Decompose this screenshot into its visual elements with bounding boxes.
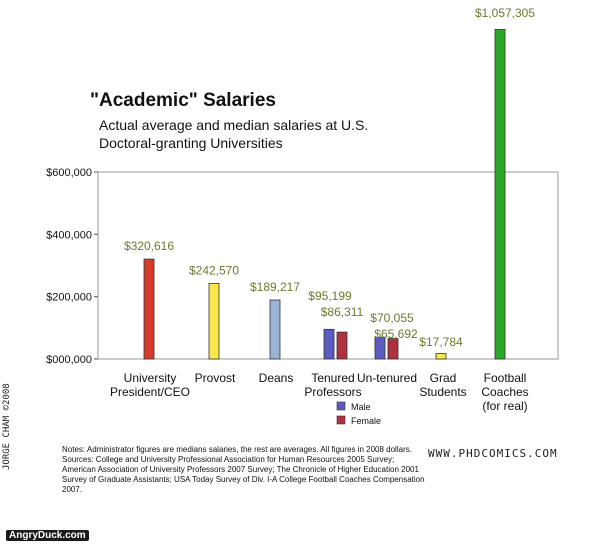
bar-value-label: $95,199 [308, 289, 352, 303]
bar [374, 336, 386, 360]
category-label-line: Football [484, 371, 527, 385]
source-notes: Notes: Administrator figures are medians… [62, 445, 425, 494]
category-label: Grad Students [419, 371, 466, 399]
bar [143, 258, 155, 360]
category-label-line: Grad [430, 371, 457, 385]
category-label: Tenured Professors [304, 371, 361, 399]
category-label: Deans [259, 371, 294, 385]
legend-label: Female [351, 416, 381, 426]
y-tick-label: $600,000 [46, 167, 92, 179]
bar [494, 29, 506, 360]
bar [208, 282, 220, 360]
category-label-line: Professors [304, 385, 361, 399]
legend-swatch [336, 401, 346, 411]
bar [336, 331, 348, 360]
y-tick-label: $400,000 [46, 229, 92, 241]
chart-subtitle-line-1: Actual average and median salaries at U.… [99, 117, 369, 133]
category-label-line: Tenured [311, 371, 354, 385]
bar-value-label: $65,692 [374, 327, 418, 341]
bar [387, 338, 399, 360]
y-tick-label: $200,000 [46, 292, 92, 304]
legend-label: Male [351, 402, 371, 412]
category-label-line: Un-tenured [357, 371, 417, 385]
watermark: AngryDuck.com [6, 530, 89, 541]
author-credit: JORGE CHAM ©2008 [2, 383, 12, 470]
category-label-line: Students [419, 385, 466, 399]
website-credit[interactable]: WWW.PHDCOMICS.COM [428, 447, 558, 460]
bar-value-label: $17,784 [419, 335, 463, 349]
category-label-line: University [124, 371, 177, 385]
chart-title: "Academic" Salaries [90, 90, 276, 111]
bar-value-label: $320,616 [124, 239, 174, 253]
category-label-line: Provost [195, 371, 236, 385]
category-label-line: Coaches [481, 385, 528, 399]
bar [435, 353, 447, 360]
category-label: Football Coaches (for real) [481, 371, 528, 413]
bar-value-label: $1,057,305 [475, 6, 535, 20]
bar-value-label: $70,055 [370, 311, 414, 325]
category-label-line: President/CEO [110, 385, 190, 399]
category-label: University President/CEO [110, 371, 190, 399]
bar [269, 299, 281, 360]
bar-value-label: $86,311 [321, 305, 364, 319]
category-label-line: (for real) [482, 399, 527, 413]
bar-value-label: $189,217 [250, 280, 300, 294]
category-label: Provost [195, 371, 236, 385]
chart-subtitle-line-2: Doctoral-granting Universities [99, 135, 283, 151]
bar-value-label: $242,570 [189, 263, 239, 277]
category-label: Un-tenured [357, 371, 417, 385]
bar [323, 328, 335, 360]
category-label-line: Deans [259, 371, 294, 385]
y-tick-label: $000,000 [46, 354, 92, 366]
legend-swatch [336, 415, 346, 425]
